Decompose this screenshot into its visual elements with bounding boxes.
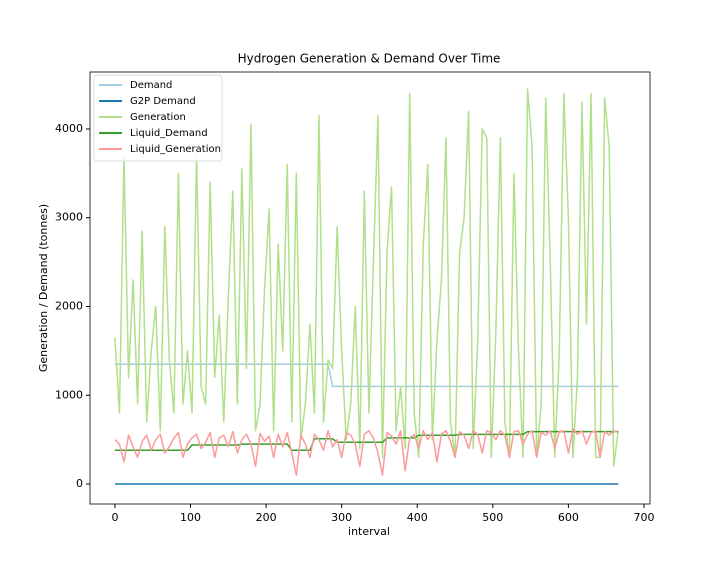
legend-label: G2P Demand xyxy=(130,96,196,107)
y-tick-label: 0 xyxy=(76,477,83,490)
x-tick-label: 500 xyxy=(482,511,503,524)
legend-label: Demand xyxy=(130,80,172,91)
x-tick-label: 400 xyxy=(407,511,428,524)
x-tick-label: 0 xyxy=(111,511,118,524)
y-axis-label: Generation / Demand (tonnes) xyxy=(37,204,50,372)
series-line xyxy=(114,428,619,476)
x-axis-label: interval xyxy=(348,525,390,538)
x-tick-label: 600 xyxy=(558,511,579,524)
y-tick-label: 3000 xyxy=(55,211,83,224)
plot-frame xyxy=(89,71,651,505)
y-tick-label: 2000 xyxy=(55,300,83,313)
y-tick-label: 1000 xyxy=(55,388,83,401)
y-tick-label: 4000 xyxy=(55,122,83,135)
x-tick-label: 300 xyxy=(331,511,352,524)
legend-label: Liquid_Demand xyxy=(130,128,208,139)
legend-box xyxy=(93,74,223,162)
series-line xyxy=(114,430,619,452)
x-tick-label: 700 xyxy=(633,511,654,524)
x-tick-label: 200 xyxy=(256,511,277,524)
legend-label: Generation xyxy=(130,112,186,123)
chart-title: Hydrogen Generation & Demand Over Time xyxy=(238,52,501,66)
series-line xyxy=(114,88,620,468)
x-tick-label: 100 xyxy=(180,511,201,524)
series-line xyxy=(114,363,619,388)
legend-label: Liquid_Generation xyxy=(130,144,221,155)
